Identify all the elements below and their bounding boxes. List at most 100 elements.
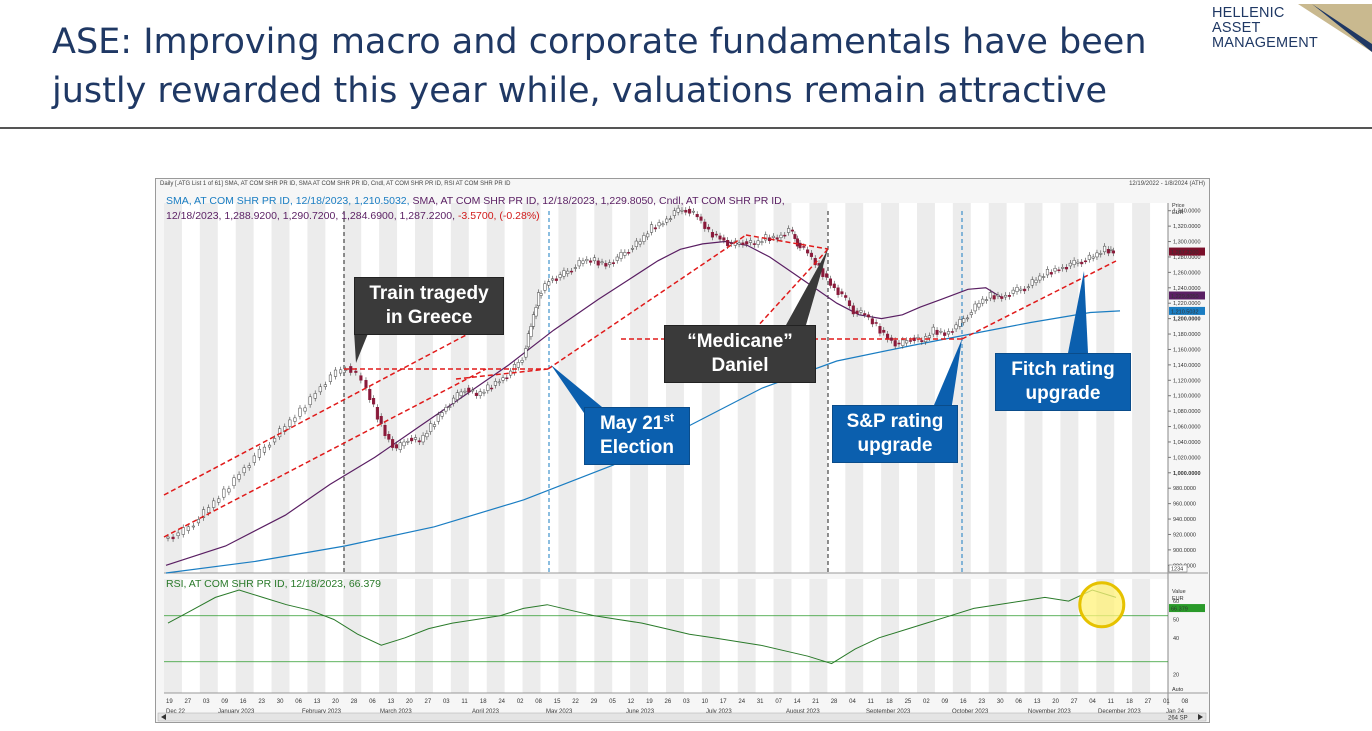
x-month-label: October 2023 — [952, 709, 989, 715]
candle-down — [707, 226, 711, 230]
candle-down — [851, 305, 855, 315]
candle-up — [421, 435, 425, 443]
callout-pointer-sp — [934, 339, 962, 405]
week-band — [1024, 203, 1043, 693]
candle-up — [293, 417, 297, 422]
x-day-label: 05 — [609, 699, 616, 705]
candle-up — [577, 260, 581, 267]
candle-up — [1011, 289, 1015, 294]
candle-up — [779, 234, 783, 238]
candle-up — [288, 419, 292, 427]
candle-up — [166, 536, 170, 539]
candle-up — [562, 270, 566, 277]
x-day-label: 25 — [905, 699, 912, 705]
x-day-label: 01 — [1163, 699, 1170, 705]
x-day-label: 04 — [849, 699, 856, 705]
title-divider — [0, 127, 1372, 129]
x-day-label: 15 — [554, 699, 561, 705]
rsi-tick-label: 40 — [1173, 636, 1179, 642]
candle-up — [691, 210, 695, 213]
last-price-tag: 1,287.2200 — [1171, 250, 1199, 256]
sma-short-tag-bg — [1169, 306, 1205, 315]
candle-down — [653, 227, 657, 230]
x-day-label: 13 — [388, 699, 395, 705]
x-day-label: 02 — [923, 699, 930, 705]
candle-down — [783, 234, 787, 237]
price-tick-label: 1,280.0000 — [1173, 255, 1201, 261]
rsi-axis-footer: Auto — [1172, 687, 1183, 693]
candle-down — [467, 387, 471, 393]
title-line-2: justly rewarded this year while, valuati… — [52, 71, 1108, 111]
candle-down — [798, 242, 802, 249]
candle-down — [866, 314, 871, 318]
candle-up — [558, 274, 562, 278]
candle-up — [339, 369, 343, 374]
x-day-label: 04 — [1089, 699, 1096, 705]
candle-up — [524, 348, 528, 358]
candle-up — [242, 467, 246, 474]
x-day-label: 27 — [1071, 699, 1078, 705]
candle-up — [1053, 268, 1057, 272]
price-chart[interactable]: PriceEUR1,340.00001,320.00001,300.00001,… — [156, 179, 1209, 722]
x-day-label: 24 — [498, 699, 505, 705]
candle-up — [455, 392, 459, 400]
candle-down — [806, 249, 810, 254]
candle-down — [745, 241, 749, 245]
x-day-label: 22 — [572, 699, 579, 705]
candle-down — [790, 229, 794, 232]
candle-up — [529, 326, 533, 337]
candle-up — [787, 228, 791, 233]
candle-down — [775, 237, 779, 240]
candle-down — [714, 233, 718, 236]
candle-down — [490, 387, 494, 390]
candle-up — [252, 455, 256, 463]
candle-up — [600, 261, 604, 264]
candle-down — [1007, 294, 1011, 297]
x-day-label: 18 — [1126, 699, 1133, 705]
price-tick-label: 1,040.0000 — [1173, 440, 1201, 446]
callout-train-tragedy: Train tragedy in Greece — [354, 277, 504, 335]
candle-up — [459, 391, 463, 396]
x-day-label: 07 — [775, 699, 782, 705]
x-month-label: April 2023 — [472, 709, 500, 715]
x-day-label: 06 — [295, 699, 302, 705]
callout-pointer-medicane — [786, 249, 828, 325]
candle-up — [661, 223, 665, 226]
candle-down — [802, 246, 806, 248]
price-tick-label: 960.0000 — [1173, 502, 1196, 508]
candle-down — [729, 242, 734, 245]
candle-down — [596, 260, 600, 266]
candle-up — [550, 278, 555, 281]
rsi-axis-title: Value — [1172, 589, 1186, 595]
week-band — [1132, 203, 1151, 693]
candle-up — [672, 210, 676, 216]
candle-down — [722, 237, 726, 241]
candle-up — [1030, 279, 1034, 286]
candle-down — [1064, 266, 1069, 270]
candle-up — [638, 241, 642, 245]
candle-up — [1103, 245, 1107, 253]
candle-up — [516, 362, 520, 368]
candle-up — [436, 414, 440, 422]
x-month-label: September 2023 — [866, 709, 911, 715]
candle-up — [680, 209, 684, 212]
price-tick-label: 1,060.0000 — [1173, 425, 1201, 431]
candle-down — [950, 331, 954, 333]
candle-up — [186, 526, 190, 531]
price-tick-label: 1,160.0000 — [1173, 347, 1201, 353]
candle-down — [570, 270, 574, 273]
candle-up — [406, 440, 410, 443]
candle-down — [840, 291, 844, 295]
candle-down — [368, 389, 372, 400]
candle-down — [171, 536, 175, 540]
scroll-left-icon — [161, 714, 166, 720]
x-month-label: Jan 24 — [1166, 709, 1185, 715]
candle-up — [630, 247, 635, 250]
candle-up — [191, 525, 195, 528]
x-day-label: 12 — [628, 699, 635, 705]
week-band — [522, 203, 541, 693]
last-price-tag-bg — [1169, 247, 1205, 256]
candle-up — [539, 293, 543, 296]
x-month-label: May 2023 — [546, 709, 573, 715]
candle-up — [444, 407, 448, 412]
